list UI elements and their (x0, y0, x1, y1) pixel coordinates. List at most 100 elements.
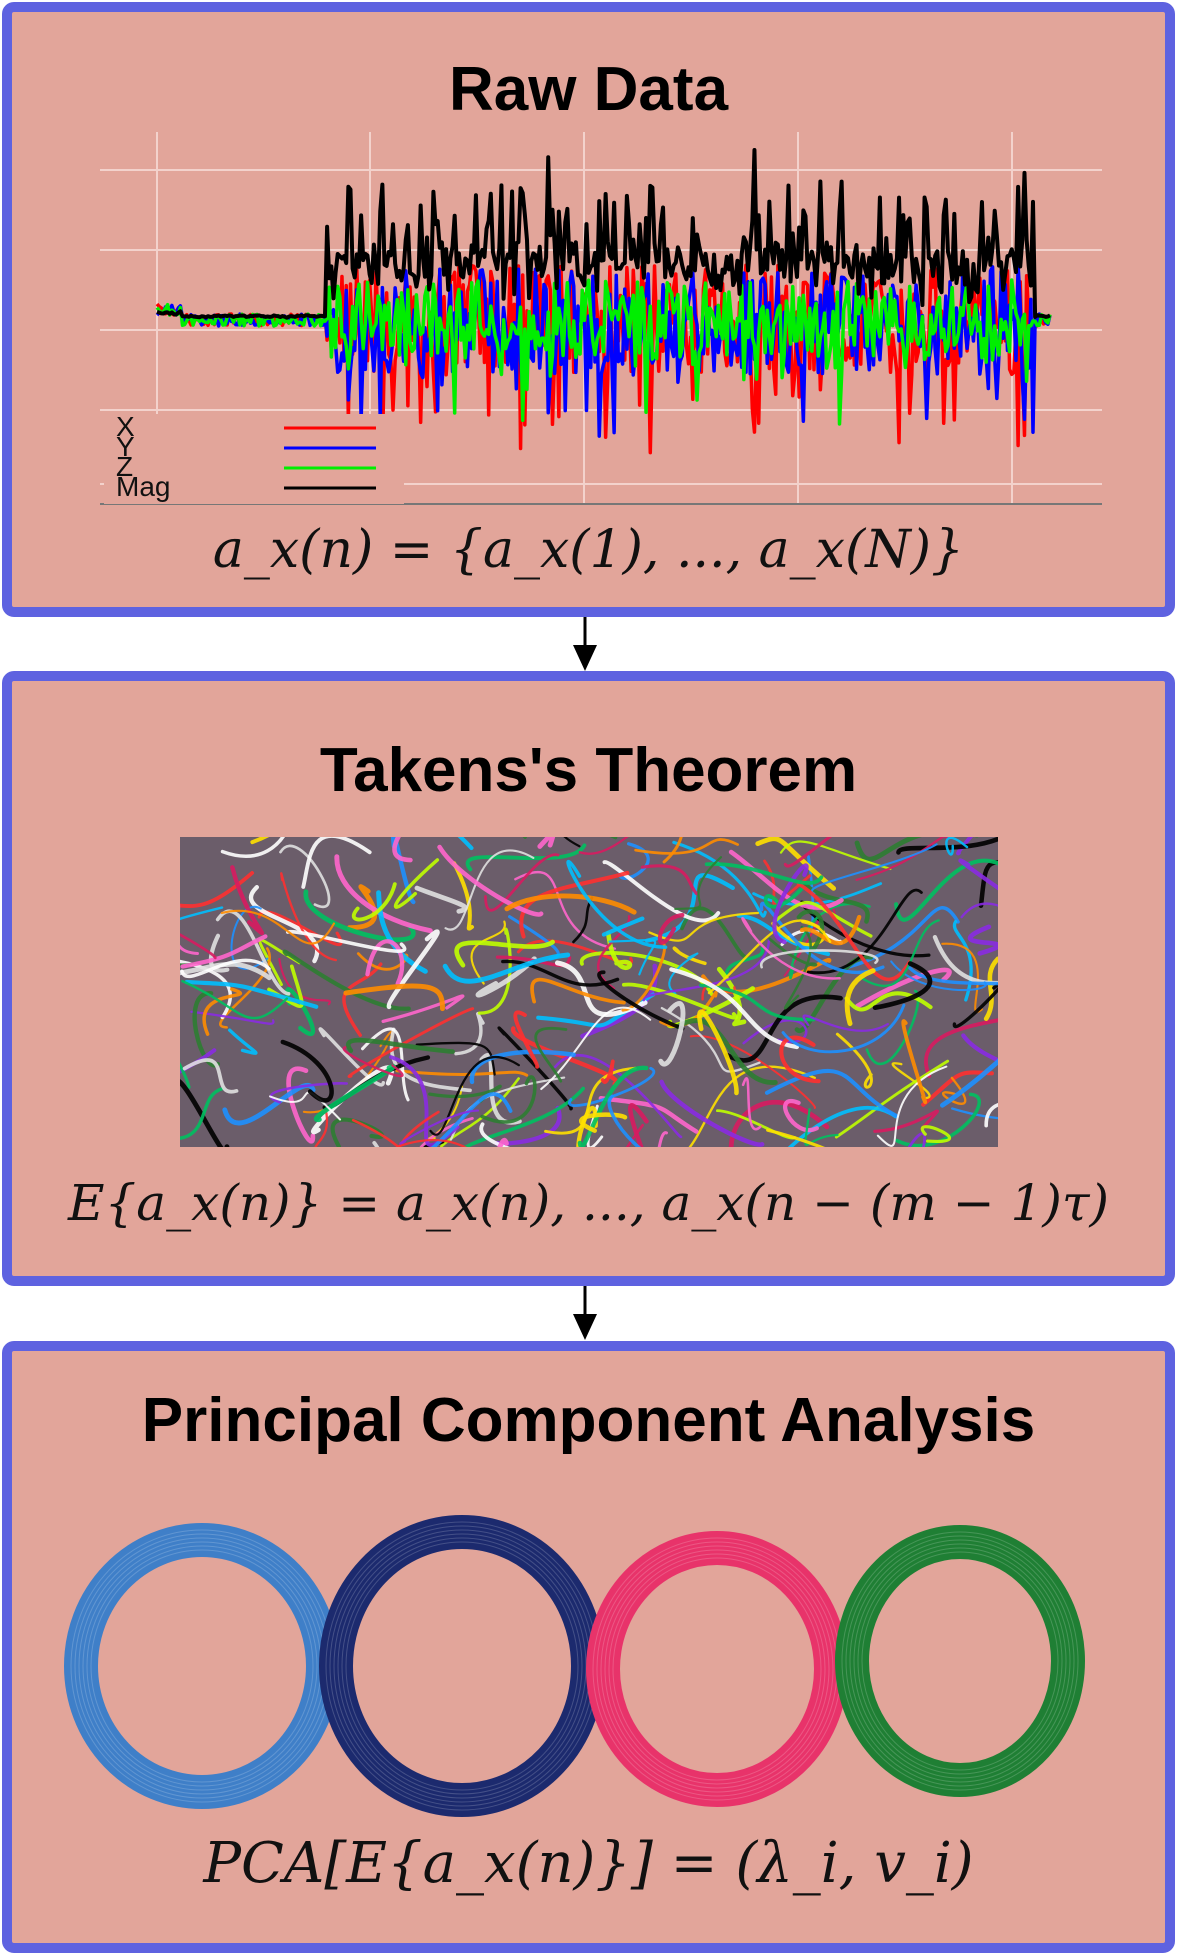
yarn-strand (346, 884, 378, 931)
raw-data-formula: a_x(n) = {a_x(1), ..., a_x(N)} (212, 520, 965, 580)
yarn-strand (760, 949, 879, 969)
yarn-rings-image (64, 1515, 1085, 1817)
yarn-strand (479, 1122, 510, 1147)
yarn-strand (920, 1125, 952, 1144)
legend-label: Y (116, 431, 135, 462)
yarn-strand (180, 1062, 191, 1089)
yarn-strand (208, 933, 230, 973)
mag-series-line (156, 148, 1051, 320)
yarn-strand (783, 1098, 819, 1133)
yarn-strand (759, 901, 885, 975)
yarn-strand (983, 956, 998, 1022)
yarn-strand (598, 1096, 699, 1134)
yarn-strand (752, 882, 883, 906)
yarn-strand (554, 960, 648, 1017)
yarn-strand (956, 837, 974, 855)
yarn-strand (672, 946, 707, 966)
yarn-strand (395, 1069, 529, 1077)
yarn-strand (301, 837, 372, 889)
legend-label: X (116, 411, 135, 442)
yarn-strand (343, 983, 445, 1012)
yarn-ring-image (319, 1515, 605, 1817)
yarn-strand (894, 858, 998, 922)
yarn-strand (674, 856, 723, 910)
yarn-strand (318, 1027, 386, 1087)
yarn-strand (660, 1006, 761, 1073)
yarn-strand (399, 1109, 480, 1145)
yarn-ring-image (835, 1525, 1085, 1797)
yarn-strand (804, 1108, 839, 1146)
yarn-strand (854, 837, 979, 862)
yarn-strand (180, 871, 255, 909)
yarn-strand (192, 991, 221, 1068)
yarn-strand (393, 858, 440, 909)
yarn-strand (396, 1138, 467, 1147)
chart-series (155, 148, 1052, 455)
yarn-strand (855, 967, 952, 1009)
yarn-strand (180, 906, 224, 921)
yarn-strand (180, 934, 268, 969)
yarn-strand (960, 902, 998, 919)
yarn-strand (497, 1138, 509, 1147)
yarn-strand (530, 977, 626, 1005)
yarn-strand (342, 1046, 404, 1078)
yarn-strand (895, 1092, 981, 1147)
yarn-strand (519, 870, 630, 939)
yarn-strand (724, 946, 764, 976)
arrow-down-icon (573, 617, 597, 671)
yarn-strand (763, 885, 805, 909)
yarn-strand (896, 837, 998, 855)
yarn-strand (495, 955, 572, 968)
yarn-strand (419, 1116, 474, 1147)
yarn-strand (602, 860, 721, 923)
yarn-strand (945, 837, 969, 856)
legend-label: Mag (116, 471, 170, 502)
yarn-strand (958, 858, 998, 891)
yarn-strand (940, 1058, 998, 1108)
pca-panel: Principal Component Analysis PCA[E{a_x(n… (2, 1341, 1175, 1953)
yarn-strand (608, 939, 657, 976)
yarn-strand (924, 1018, 998, 1078)
yarn-strand (704, 862, 824, 885)
yarn-strand (779, 840, 892, 871)
yarn-tangle-image (180, 837, 998, 1147)
yarn-strand (659, 1079, 765, 1147)
yarn-strand (351, 882, 397, 922)
yarn-strand (675, 1018, 778, 1085)
yarn-strand (662, 837, 683, 864)
yarn-strand (181, 979, 289, 1020)
yarn-strand (600, 1059, 615, 1084)
yarn-ring-image (64, 1523, 340, 1809)
yarn-strand (640, 864, 699, 896)
pca-formula: PCA[E{a_x(n)}] = (λ_i, v_i) (203, 1831, 974, 1896)
yarn-strand (429, 1055, 520, 1136)
yarn-strand (376, 890, 428, 974)
yarn-strand (334, 854, 433, 934)
yarn-strand (789, 902, 871, 980)
yarn-strand (806, 888, 923, 975)
yarn-strand (452, 861, 474, 931)
yarn-strand (280, 1039, 334, 1103)
yarn-strand (475, 956, 537, 998)
yarn-strand (680, 906, 747, 959)
yarn-strand (228, 1028, 258, 1055)
yarn-strand (669, 967, 800, 1050)
yarn-strand (269, 1091, 342, 1121)
yarn-strand (220, 909, 336, 945)
yarn-strand (728, 1100, 830, 1147)
yarn-strand (280, 872, 338, 962)
yarn-strand (657, 912, 685, 945)
yarn-strand (657, 1131, 668, 1147)
yarn-strand (351, 1110, 440, 1147)
yarn-strand (415, 1041, 496, 1076)
yarn-strand (658, 1001, 686, 1067)
yarn-strand (741, 1077, 762, 1131)
yarn-strand (465, 843, 587, 872)
yarn-strand (876, 1065, 948, 1147)
yarn-strand (625, 1123, 645, 1147)
yarn-strand (802, 1014, 889, 1032)
raw-data-panel: Raw Data X Y Z Mag a_x(n) = {a_x(1), ..., a… (2, 2, 1175, 617)
yarn-strand (477, 927, 512, 1015)
yarn-strand (716, 966, 747, 1027)
